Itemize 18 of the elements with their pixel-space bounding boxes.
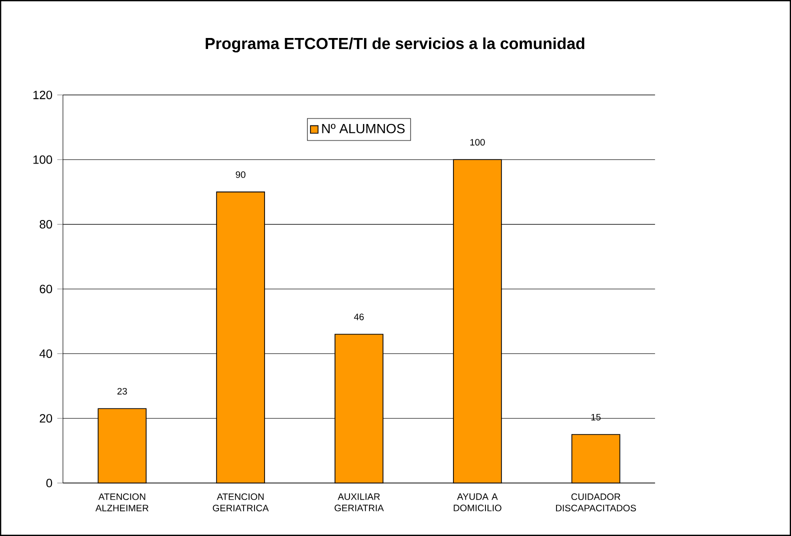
- data-label: 100: [470, 138, 485, 146]
- x-tick-label: AYUDA A DOMICILIO: [454, 493, 502, 512]
- legend-label: Nº ALUMNOS: [322, 124, 405, 134]
- y-tick-label: 20: [40, 414, 52, 423]
- data-label: 90: [236, 171, 246, 178]
- x-tick-label: AUXILIAR GERIATRIA: [334, 493, 384, 512]
- chart-title: Programa ETCOTE/TI de servicios a la comunidad: [206, 37, 584, 52]
- y-tick-label: 40: [39, 349, 52, 358]
- y-tick-label: 0: [46, 478, 52, 488]
- x-tick-label: CUIDADOR DISCAPACITADOS: [556, 493, 636, 512]
- x-tick-label: ATENCION ALZHEIMER: [95, 493, 148, 512]
- x-tick-label: ATENCION GERIATRICA: [212, 493, 269, 512]
- y-tick-label: 120: [33, 90, 52, 100]
- data-label: 46: [354, 314, 364, 320]
- y-tick-label: 60: [40, 284, 52, 294]
- y-tick-label: 100: [33, 155, 52, 164]
- data-label: 23: [117, 388, 127, 395]
- y-tick-label: 80: [40, 220, 52, 229]
